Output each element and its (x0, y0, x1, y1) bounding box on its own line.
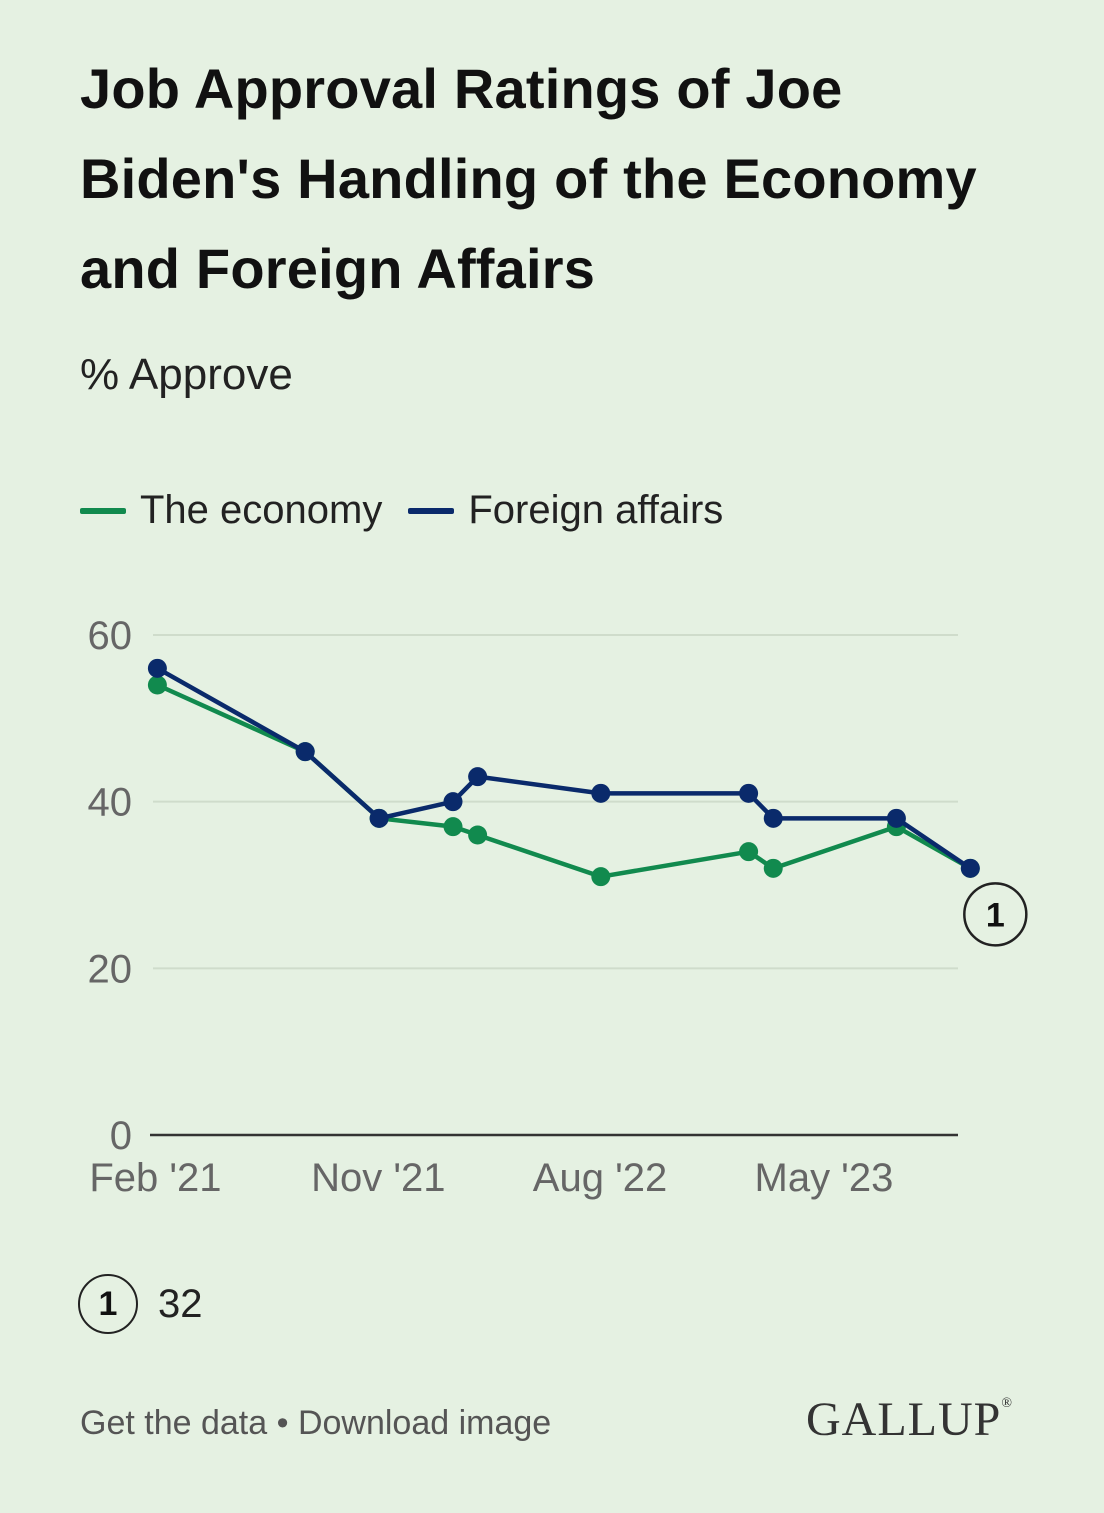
data-point-economy (763, 858, 783, 878)
legend-swatch-economy (80, 507, 126, 514)
footer-links: Get the data • Download image (80, 1404, 551, 1443)
data-point-foreign (295, 742, 315, 762)
registered-mark: ® (1001, 1396, 1013, 1411)
gallup-logo-text: GALLUP (806, 1393, 1002, 1446)
data-point-economy (443, 817, 463, 837)
legend: The economy Foreign affairs (80, 488, 749, 533)
y-tick-label: 60 (88, 614, 133, 658)
data-point-foreign (147, 658, 167, 678)
data-point-foreign (739, 783, 759, 803)
data-point-foreign (763, 808, 783, 828)
data-point-foreign (468, 767, 488, 787)
download-image-link[interactable]: Download image (297, 1404, 552, 1442)
legend-label-foreign: Foreign affairs (468, 488, 724, 532)
legend-item-foreign: Foreign affairs (408, 488, 723, 533)
data-point-economy (591, 867, 611, 887)
series-line-economy (156, 682, 972, 879)
annotation-marker-circle (963, 882, 1028, 947)
legend-label-economy: The economy (140, 488, 383, 532)
y-tick-label: 20 (88, 947, 133, 991)
x-tick-label: May '23 (755, 1156, 894, 1200)
footer-separator: • (276, 1404, 289, 1442)
footnote-text: 32 (158, 1281, 203, 1326)
data-point-foreign (886, 808, 906, 828)
x-tick-label: Feb '21 (89, 1156, 221, 1200)
chart-title: Job Approval Ratings of Joe Biden's Hand… (80, 57, 977, 300)
data-point-foreign (369, 808, 389, 828)
footnote-marker: 1 (78, 1274, 138, 1334)
annotation-marker-label: 1 (986, 896, 1005, 934)
data-point-foreign (960, 858, 980, 878)
data-point-economy (147, 675, 167, 695)
data-point-foreign (591, 783, 611, 803)
x-tick-label: Aug '22 (533, 1156, 667, 1200)
legend-item-economy: The economy (80, 488, 382, 533)
data-point-economy (739, 842, 759, 862)
series-line-foreign (156, 666, 972, 871)
y-tick-label: 0 (110, 1114, 132, 1158)
footnote: 1 32 (78, 1274, 203, 1334)
chart-subtitle: % Approve (80, 350, 293, 399)
gallup-logo: GALLUP® (806, 1392, 1013, 1447)
x-tick-label: Nov '21 (311, 1156, 445, 1200)
data-point-foreign (443, 792, 463, 812)
y-tick-label: 40 (88, 781, 133, 825)
get-data-link[interactable]: Get the data (80, 1404, 268, 1442)
data-point-economy (468, 825, 488, 845)
legend-swatch-foreign (408, 507, 455, 514)
line-chart: 0 20 40 60 Feb '21 Nov '21 Aug '22 May '23 1 (88, 614, 1028, 1200)
